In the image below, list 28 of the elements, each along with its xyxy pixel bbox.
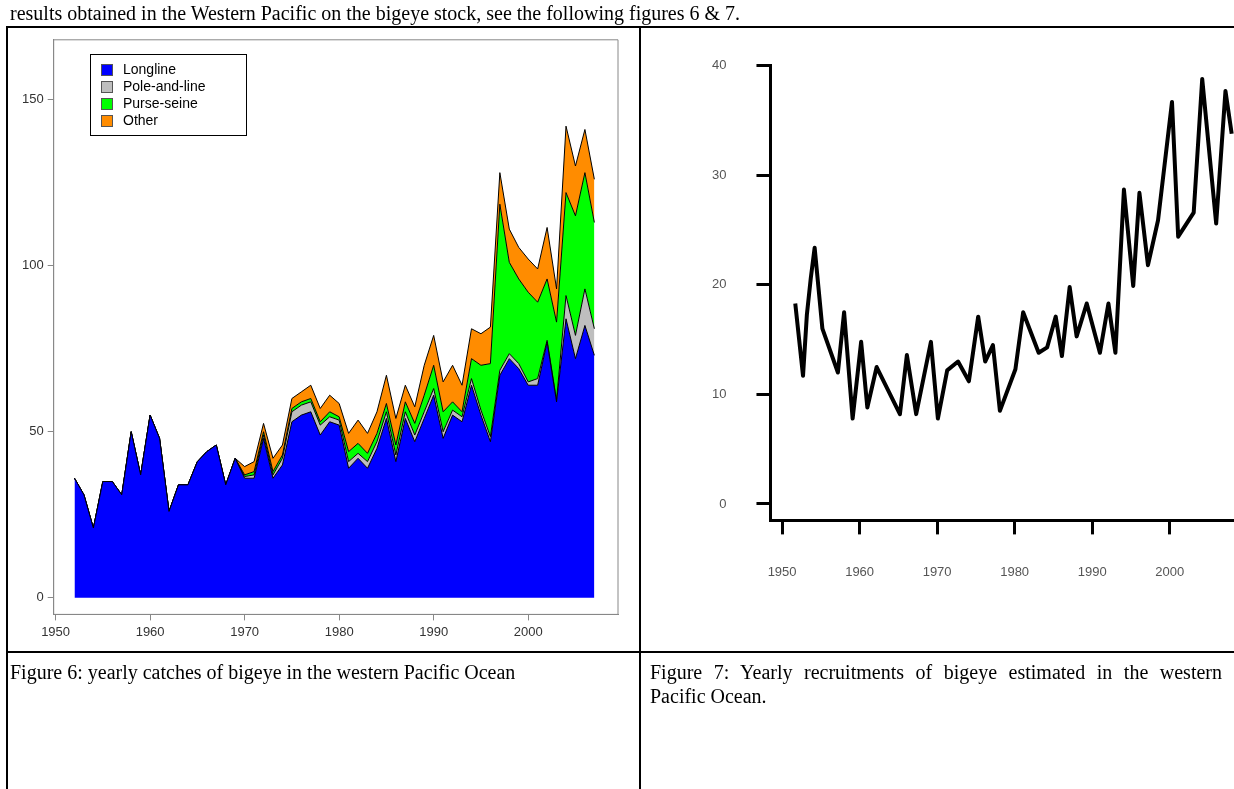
caption: Figure 7: Yearly recruitments of bigeye estimated in the western Pacific Ocean. [650, 660, 1222, 708]
x-tick-label: 1950 [767, 563, 797, 579]
x-tick-label: 2000 [1155, 563, 1185, 579]
y-tick-label: 10 [711, 386, 727, 401]
caption: Figure 6: yearly catches of bigeye in the western Pacific Ocean [10, 660, 517, 684]
legend-label: Pole-and-line [123, 78, 206, 95]
legend-label: Longline [123, 61, 176, 78]
x-tick-label: 1970 [230, 623, 260, 639]
y-tick-label: 100 [21, 257, 44, 273]
text: results obtained in the Western Pacific on the bigeye stock, see the following figures 6 & 7. [10, 2, 741, 25]
x-tick-label: 1960 [135, 623, 165, 639]
x-tick-label: 1950 [41, 623, 71, 639]
legend-label: Other [123, 112, 159, 129]
y-tick-label: 0 [36, 589, 44, 605]
x-tick-label: 2000 [513, 623, 543, 639]
x-tick-label: 1980 [324, 623, 354, 639]
y-tick-label: 50 [29, 423, 44, 439]
x-tick-label: 1960 [845, 563, 875, 579]
y-tick-label: 30 [711, 166, 727, 182]
y-tick-label: 20 [711, 276, 727, 292]
y-tick-label: 40 [711, 57, 727, 73]
x-tick-label: 1990 [419, 623, 449, 639]
x-tick-label: 1990 [1077, 563, 1107, 579]
x-tick-label: 1980 [1000, 563, 1030, 579]
y-tick-label: 150 [21, 91, 44, 107]
y-tick-label: 0 [719, 495, 727, 511]
x-tick-label: 1970 [922, 563, 952, 579]
legend-label: Purse-seine [123, 95, 198, 112]
